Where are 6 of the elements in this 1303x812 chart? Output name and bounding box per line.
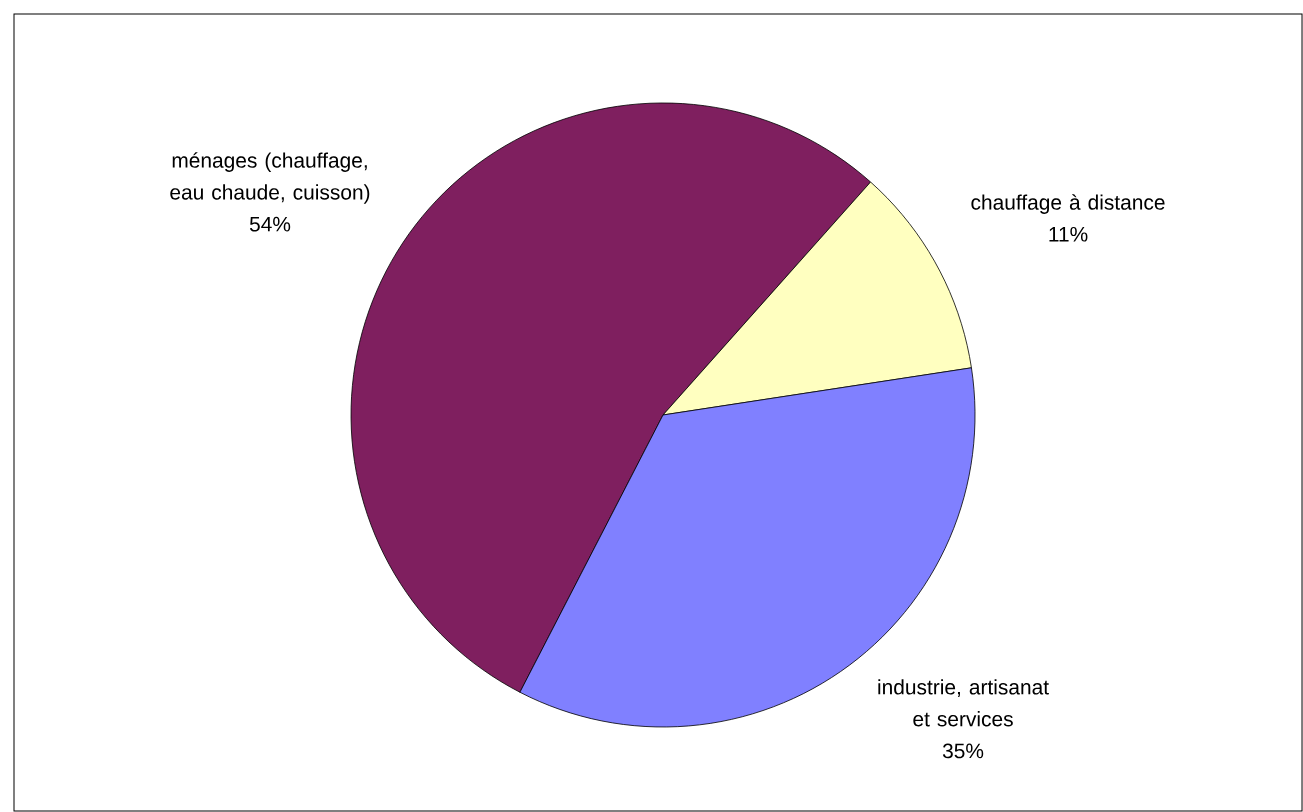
data-label: 11% (1049, 226, 1088, 242)
data-label: 35% (942, 743, 984, 759)
slice-label: industrie, artisanat et services (878, 679, 1049, 727)
slice-label: chauffage à distance (971, 194, 1165, 214)
slice-label: ménages (chauffage, eau chaude, cuisson) (170, 152, 370, 204)
data-label: 54% (249, 216, 291, 232)
